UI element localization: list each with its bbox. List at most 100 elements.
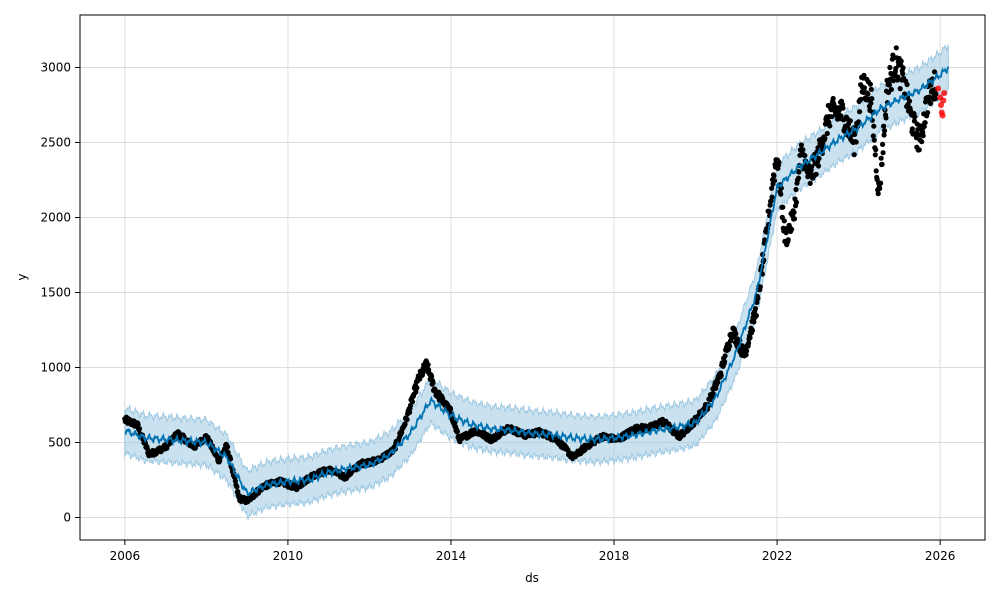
actual-point: [715, 379, 721, 386]
actual-point: [747, 335, 753, 341]
actual-point: [234, 484, 240, 490]
actual-point: [900, 71, 906, 77]
actual-point: [414, 385, 420, 391]
actual-point: [893, 45, 899, 51]
actual-point: [225, 444, 231, 450]
actual-point: [853, 139, 859, 145]
actual-point: [402, 421, 408, 427]
actual-point: [871, 137, 877, 143]
actual-point: [870, 133, 876, 139]
actual-point: [813, 171, 819, 177]
actual-point: [856, 119, 862, 125]
actual-point: [771, 178, 778, 184]
y-tick-label: 0: [63, 511, 71, 525]
actual-point: [880, 141, 886, 147]
actual-point: [861, 72, 867, 78]
actual-point: [916, 147, 922, 153]
actual-point: [778, 191, 784, 197]
actual-point: [888, 86, 895, 93]
actual-point: [802, 152, 808, 159]
actual-point: [836, 108, 842, 114]
actual-point: [881, 123, 887, 129]
actual-point: [746, 340, 752, 346]
actual-point: [877, 185, 883, 192]
actual-point: [440, 396, 446, 402]
actual-point: [776, 159, 782, 165]
actual-point: [897, 86, 903, 92]
actual-point: [872, 152, 878, 158]
actual-point: [820, 141, 826, 147]
actual-point: [824, 130, 830, 137]
actual-point: [827, 123, 833, 129]
y-tick-label: 1500: [40, 286, 71, 300]
x-tick-label: 2022: [762, 549, 793, 563]
forecast-line-path: [124, 66, 950, 497]
actual-point: [227, 456, 234, 462]
actual-point: [798, 142, 805, 148]
actual-point: [425, 362, 431, 368]
actual-point: [890, 78, 897, 84]
test-point: [935, 85, 942, 92]
actual-point: [895, 74, 901, 80]
actual-point: [726, 343, 733, 349]
plot-frame: [79, 14, 986, 541]
x-tick-label: 2026: [925, 549, 956, 563]
actual-point: [900, 65, 906, 71]
actual-point: [785, 237, 791, 243]
actual-point: [912, 114, 918, 120]
actual-point: [875, 191, 881, 197]
actual-point: [815, 163, 822, 169]
actual-point: [822, 135, 828, 141]
actual-point: [809, 164, 815, 170]
actual-point: [852, 131, 858, 137]
actual-point: [781, 218, 787, 224]
actual-point: [830, 95, 836, 102]
actual-point: [878, 180, 884, 186]
uncertainty-band-area: [124, 44, 949, 522]
actual-point: [718, 373, 724, 379]
actual-point: [920, 133, 926, 139]
actual-point: [807, 180, 813, 186]
actual-point: [886, 82, 893, 88]
actual-point: [858, 96, 864, 102]
actual-point: [771, 173, 777, 179]
actual-point: [882, 128, 888, 134]
actual-point: [796, 169, 802, 175]
actual-point: [429, 373, 435, 379]
actual-point: [867, 81, 874, 87]
y-tick-label: 500: [48, 436, 71, 450]
actual-point: [791, 216, 798, 222]
actual-point: [753, 313, 760, 319]
actual-point: [878, 155, 884, 161]
actual-point: [880, 150, 886, 156]
test-point: [939, 112, 946, 119]
actual-point: [744, 348, 750, 354]
actual-point: [743, 352, 749, 358]
test-point: [940, 97, 947, 104]
actual-point: [840, 105, 846, 111]
actual-point: [710, 391, 716, 397]
uncertainty-band: [124, 44, 949, 522]
actual-point: [883, 115, 889, 121]
actual-point: [135, 421, 141, 428]
actual-point: [454, 428, 461, 435]
actual-point: [906, 98, 913, 104]
actual-point: [861, 85, 868, 91]
actual-point: [791, 209, 797, 215]
actual-point: [404, 416, 410, 423]
actual-point: [865, 91, 871, 97]
x-tick-label: 2006: [110, 549, 141, 563]
actual-point: [232, 478, 238, 484]
actual-point: [927, 100, 934, 106]
actual-point: [733, 331, 739, 337]
y-axis-label: y: [15, 273, 29, 280]
actual-point: [800, 147, 806, 153]
actual-point: [931, 69, 938, 75]
test-points: [935, 85, 948, 119]
actual-point: [780, 204, 786, 210]
actual-point: [925, 110, 931, 116]
actual-point: [722, 359, 728, 365]
y-tick-label: 2500: [40, 136, 71, 150]
